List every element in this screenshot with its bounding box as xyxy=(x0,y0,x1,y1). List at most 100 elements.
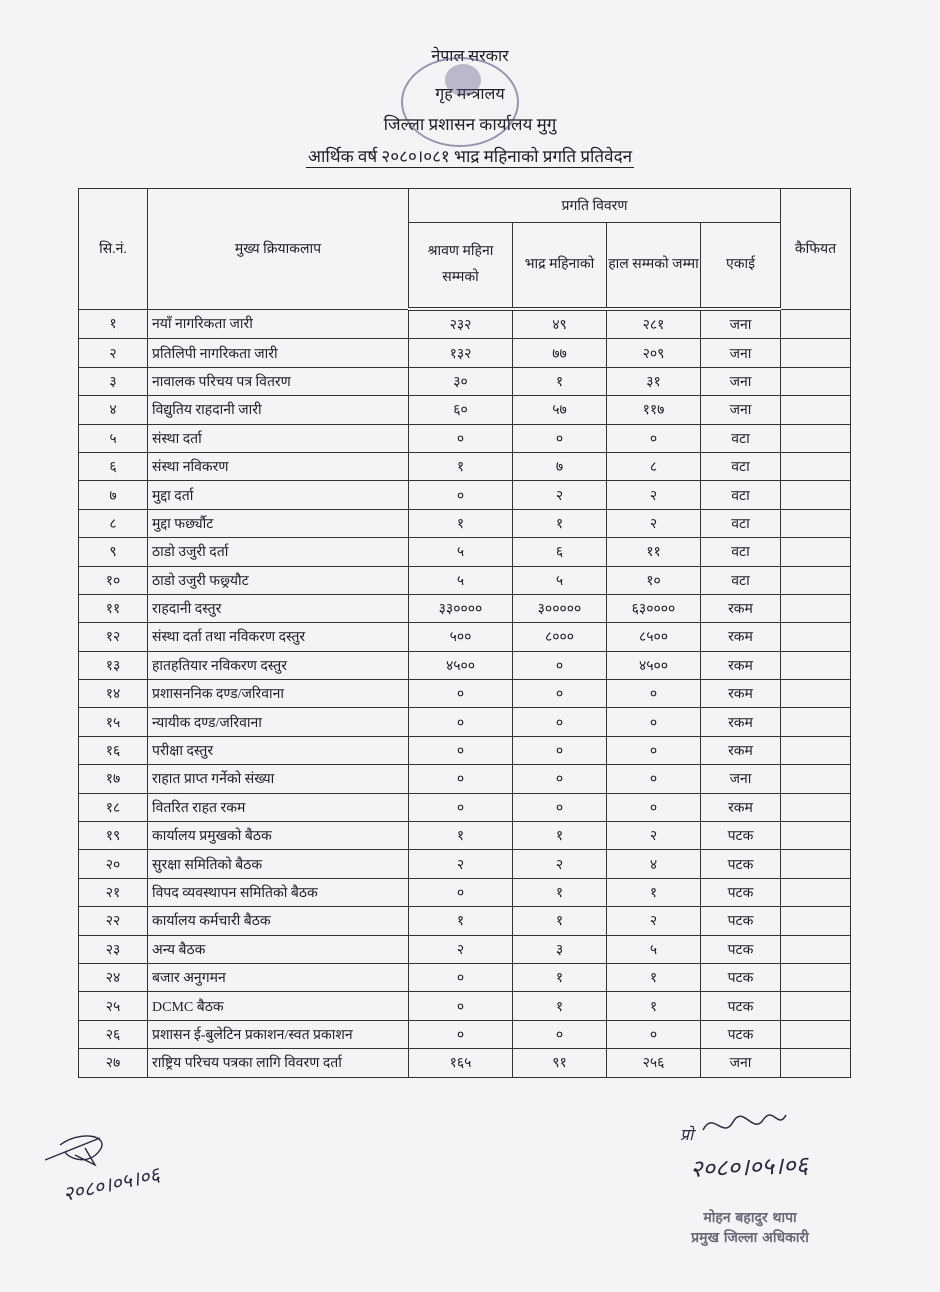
cell-activity: DCMC बैठक xyxy=(147,991,409,1021)
cell-remarks xyxy=(780,792,851,823)
cell-activity: बजार अनुगमन xyxy=(147,962,409,993)
cell-sn: ११ xyxy=(78,593,148,624)
cell-sn: ९ xyxy=(78,537,148,567)
cell-remarks xyxy=(780,1048,851,1078)
cell-activity: विद्युतिय राहदानी जारी xyxy=(147,395,409,425)
cell-shrawan: ० xyxy=(408,1019,513,1050)
cell-unit: जना xyxy=(700,395,781,425)
col-shrawan: श्रावण महिना सम्मको xyxy=(408,222,513,311)
cell-unit: वटा xyxy=(700,537,781,567)
cell-activity: प्रशासन ई-बुलेटिन प्रकाशन/स्वत प्रकाशन xyxy=(147,1019,409,1050)
cell-bhadra: ७ xyxy=(512,451,607,482)
report-title-text: आर्थिक वर्ष २०८०।०८१ भाद्र महिनाको प्रगत… xyxy=(305,147,635,168)
table-row: ३ नावालक परिचय पत्र वितरण ३० १ ३१ जना xyxy=(78,366,851,397)
cell-bhadra: २ xyxy=(512,849,607,879)
cell-remarks xyxy=(780,480,851,510)
table-row: १७ राहात प्राप्त गर्नेको संख्या ० ० ० जना xyxy=(78,764,851,794)
cell-unit: रकम xyxy=(700,707,781,737)
cell-total: २ xyxy=(606,906,701,936)
cell-activity: नावालक परिचय पत्र वितरण xyxy=(147,366,409,397)
cell-total: ० xyxy=(606,1019,701,1050)
table-row: १८ वितरित राहत रकम ० ० ० रकम xyxy=(78,792,851,823)
cell-bhadra: २ xyxy=(512,480,607,510)
cell-unit: पटक xyxy=(700,962,781,993)
cell-total: ० xyxy=(606,735,701,766)
cell-remarks xyxy=(780,934,851,964)
cell-shrawan: ४५०० xyxy=(408,650,513,681)
officer-title: प्रमुख जिल्ला अधिकारी xyxy=(691,1230,809,1246)
cell-remarks xyxy=(780,764,851,794)
cell-total: ८५०० xyxy=(606,622,701,652)
cell-shrawan: ० xyxy=(408,792,513,823)
cell-sn: १९ xyxy=(78,821,148,851)
cell-total: १ xyxy=(606,991,701,1021)
cell-sn: २२ xyxy=(78,906,148,936)
cell-shrawan: ० xyxy=(408,679,513,709)
cell-unit: रकम xyxy=(700,792,781,823)
table-row: २३ अन्य बैठक २ ३ ५ पटक xyxy=(78,934,851,964)
cell-total: २ xyxy=(606,821,701,851)
cell-unit: जना xyxy=(700,338,781,368)
cell-total: ० xyxy=(606,707,701,737)
cell-bhadra: ० xyxy=(512,423,607,453)
cell-remarks xyxy=(780,735,851,766)
cell-unit: वटा xyxy=(700,508,781,539)
cell-sn: १० xyxy=(78,565,148,595)
col-bhadra: भाद्र महिनाको xyxy=(512,222,607,311)
cell-shrawan: ३० xyxy=(408,366,513,397)
col-unit: एकाई xyxy=(700,222,781,311)
cell-total: २०९ xyxy=(606,338,701,368)
cell-unit: पटक xyxy=(700,1019,781,1050)
cell-sn: १२ xyxy=(78,622,148,652)
cell-bhadra: ० xyxy=(512,707,607,737)
cell-bhadra: ३००००० xyxy=(512,593,607,624)
cell-shrawan: २ xyxy=(408,934,513,964)
cell-total: ४५०० xyxy=(606,650,701,681)
cell-unit: जना xyxy=(700,366,781,397)
cell-activity: राहदानी दस्तुर xyxy=(147,593,409,624)
table-row: १५ न्यायीक दण्ड/जरिवाना ० ० ० रकम xyxy=(78,707,851,737)
cell-unit: पटक xyxy=(700,821,781,851)
table-row: २१ विपद व्यवस्थापन समितिको बैठक ० १ १ पटक xyxy=(78,877,851,908)
cell-activity: मुद्दा दर्ता xyxy=(147,480,409,510)
cell-unit: जना xyxy=(700,308,781,340)
cell-bhadra: ० xyxy=(512,679,607,709)
cell-shrawan: १ xyxy=(408,451,513,482)
col-activity: मुख्य क्रियाकलाप xyxy=(147,188,409,310)
cell-remarks xyxy=(780,1019,851,1050)
cell-bhadra: ० xyxy=(512,650,607,681)
cell-shrawan: १ xyxy=(408,906,513,936)
cell-sn: १३ xyxy=(78,650,148,681)
progress-table: सि.नं. मुख्य क्रियाकलाप प्रगति विवरण कैफ… xyxy=(78,188,851,1078)
cell-bhadra: ४९ xyxy=(512,308,607,340)
cell-unit: वटा xyxy=(700,423,781,453)
cell-sn: २५ xyxy=(78,991,148,1021)
cell-total: ११ xyxy=(606,537,701,567)
cell-remarks xyxy=(780,991,851,1021)
cell-activity: राहात प्राप्त गर्नेको संख्या xyxy=(147,764,409,794)
cell-activity: कार्यालय प्रमुखको बैठक xyxy=(147,821,409,851)
cell-total: २ xyxy=(606,508,701,539)
table-row: ९ ठाडो उजुरी दर्ता ५ ६ ११ वटा xyxy=(78,537,851,567)
cell-sn: ६ xyxy=(78,451,148,482)
cell-shrawan: ५ xyxy=(408,565,513,595)
cell-bhadra: १ xyxy=(512,877,607,908)
cell-unit: पटक xyxy=(700,877,781,908)
table-row: १३ हातहतियार नविकरण दस्तुर ४५०० ० ४५०० रकम xyxy=(78,650,851,681)
cell-shrawan: ० xyxy=(408,962,513,993)
table-row: १२ संस्था दर्ता तथा नविकरण दस्तुर ५०० ८००० ८… xyxy=(78,622,851,652)
cell-remarks xyxy=(780,366,851,397)
cell-unit: वटा xyxy=(700,480,781,510)
cell-shrawan: ० xyxy=(408,707,513,737)
cell-shrawan: ५ xyxy=(408,537,513,567)
cell-sn: २० xyxy=(78,849,148,879)
cell-total: ० xyxy=(606,423,701,453)
cell-shrawan: २३२ xyxy=(408,308,513,340)
left-signature-scribble xyxy=(44,1135,103,1167)
cell-shrawan: ५०० xyxy=(408,622,513,652)
cell-shrawan: १३२ xyxy=(408,338,513,368)
cell-total: २८१ xyxy=(606,308,701,340)
table-row: १ नयाँ नागरिकता जारी २३२ ४९ २८१ जना xyxy=(78,308,851,340)
cell-total: ० xyxy=(606,792,701,823)
cell-activity: राष्ट्रिय परिचय पत्रका लागि विवरण दर्ता xyxy=(147,1048,409,1078)
